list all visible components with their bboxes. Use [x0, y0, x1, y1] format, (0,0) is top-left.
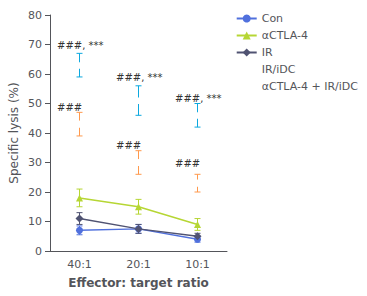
svg-text:50: 50 — [28, 97, 42, 110]
svg-text:10: 10 — [28, 215, 42, 228]
svg-text:Specific lysis (%): Specific lysis (%) — [7, 82, 21, 183]
svg-text:###: ### — [175, 158, 200, 169]
svg-text:###, ***: ###, *** — [175, 93, 222, 104]
svg-text:αCTLA-4: αCTLA-4 — [262, 29, 308, 42]
svg-text:###, ***: ###, *** — [116, 72, 163, 83]
svg-text:20:1: 20:1 — [126, 258, 151, 271]
svg-text:Con: Con — [262, 12, 283, 25]
svg-text:60: 60 — [28, 68, 42, 81]
svg-text:20: 20 — [28, 186, 42, 199]
svg-text:10:1: 10:1 — [185, 258, 210, 271]
svg-text:###, ***: ###, *** — [57, 40, 104, 51]
svg-text:αCTLA-4 + IR/iDC: αCTLA-4 + IR/iDC — [262, 80, 359, 93]
svg-text:70: 70 — [28, 38, 42, 51]
svg-text:IR: IR — [262, 46, 273, 59]
svg-text:Effector: target ratio: Effector: target ratio — [68, 276, 209, 290]
svg-text:80: 80 — [28, 9, 42, 22]
svg-text:40: 40 — [28, 127, 42, 140]
svg-text:IR/iDC: IR/iDC — [262, 63, 296, 76]
svg-text:0: 0 — [35, 245, 42, 258]
svg-text:30: 30 — [28, 156, 42, 169]
svg-text:###: ### — [57, 102, 82, 113]
svg-text:###: ### — [116, 140, 141, 151]
svg-text:40:1: 40:1 — [67, 258, 92, 271]
